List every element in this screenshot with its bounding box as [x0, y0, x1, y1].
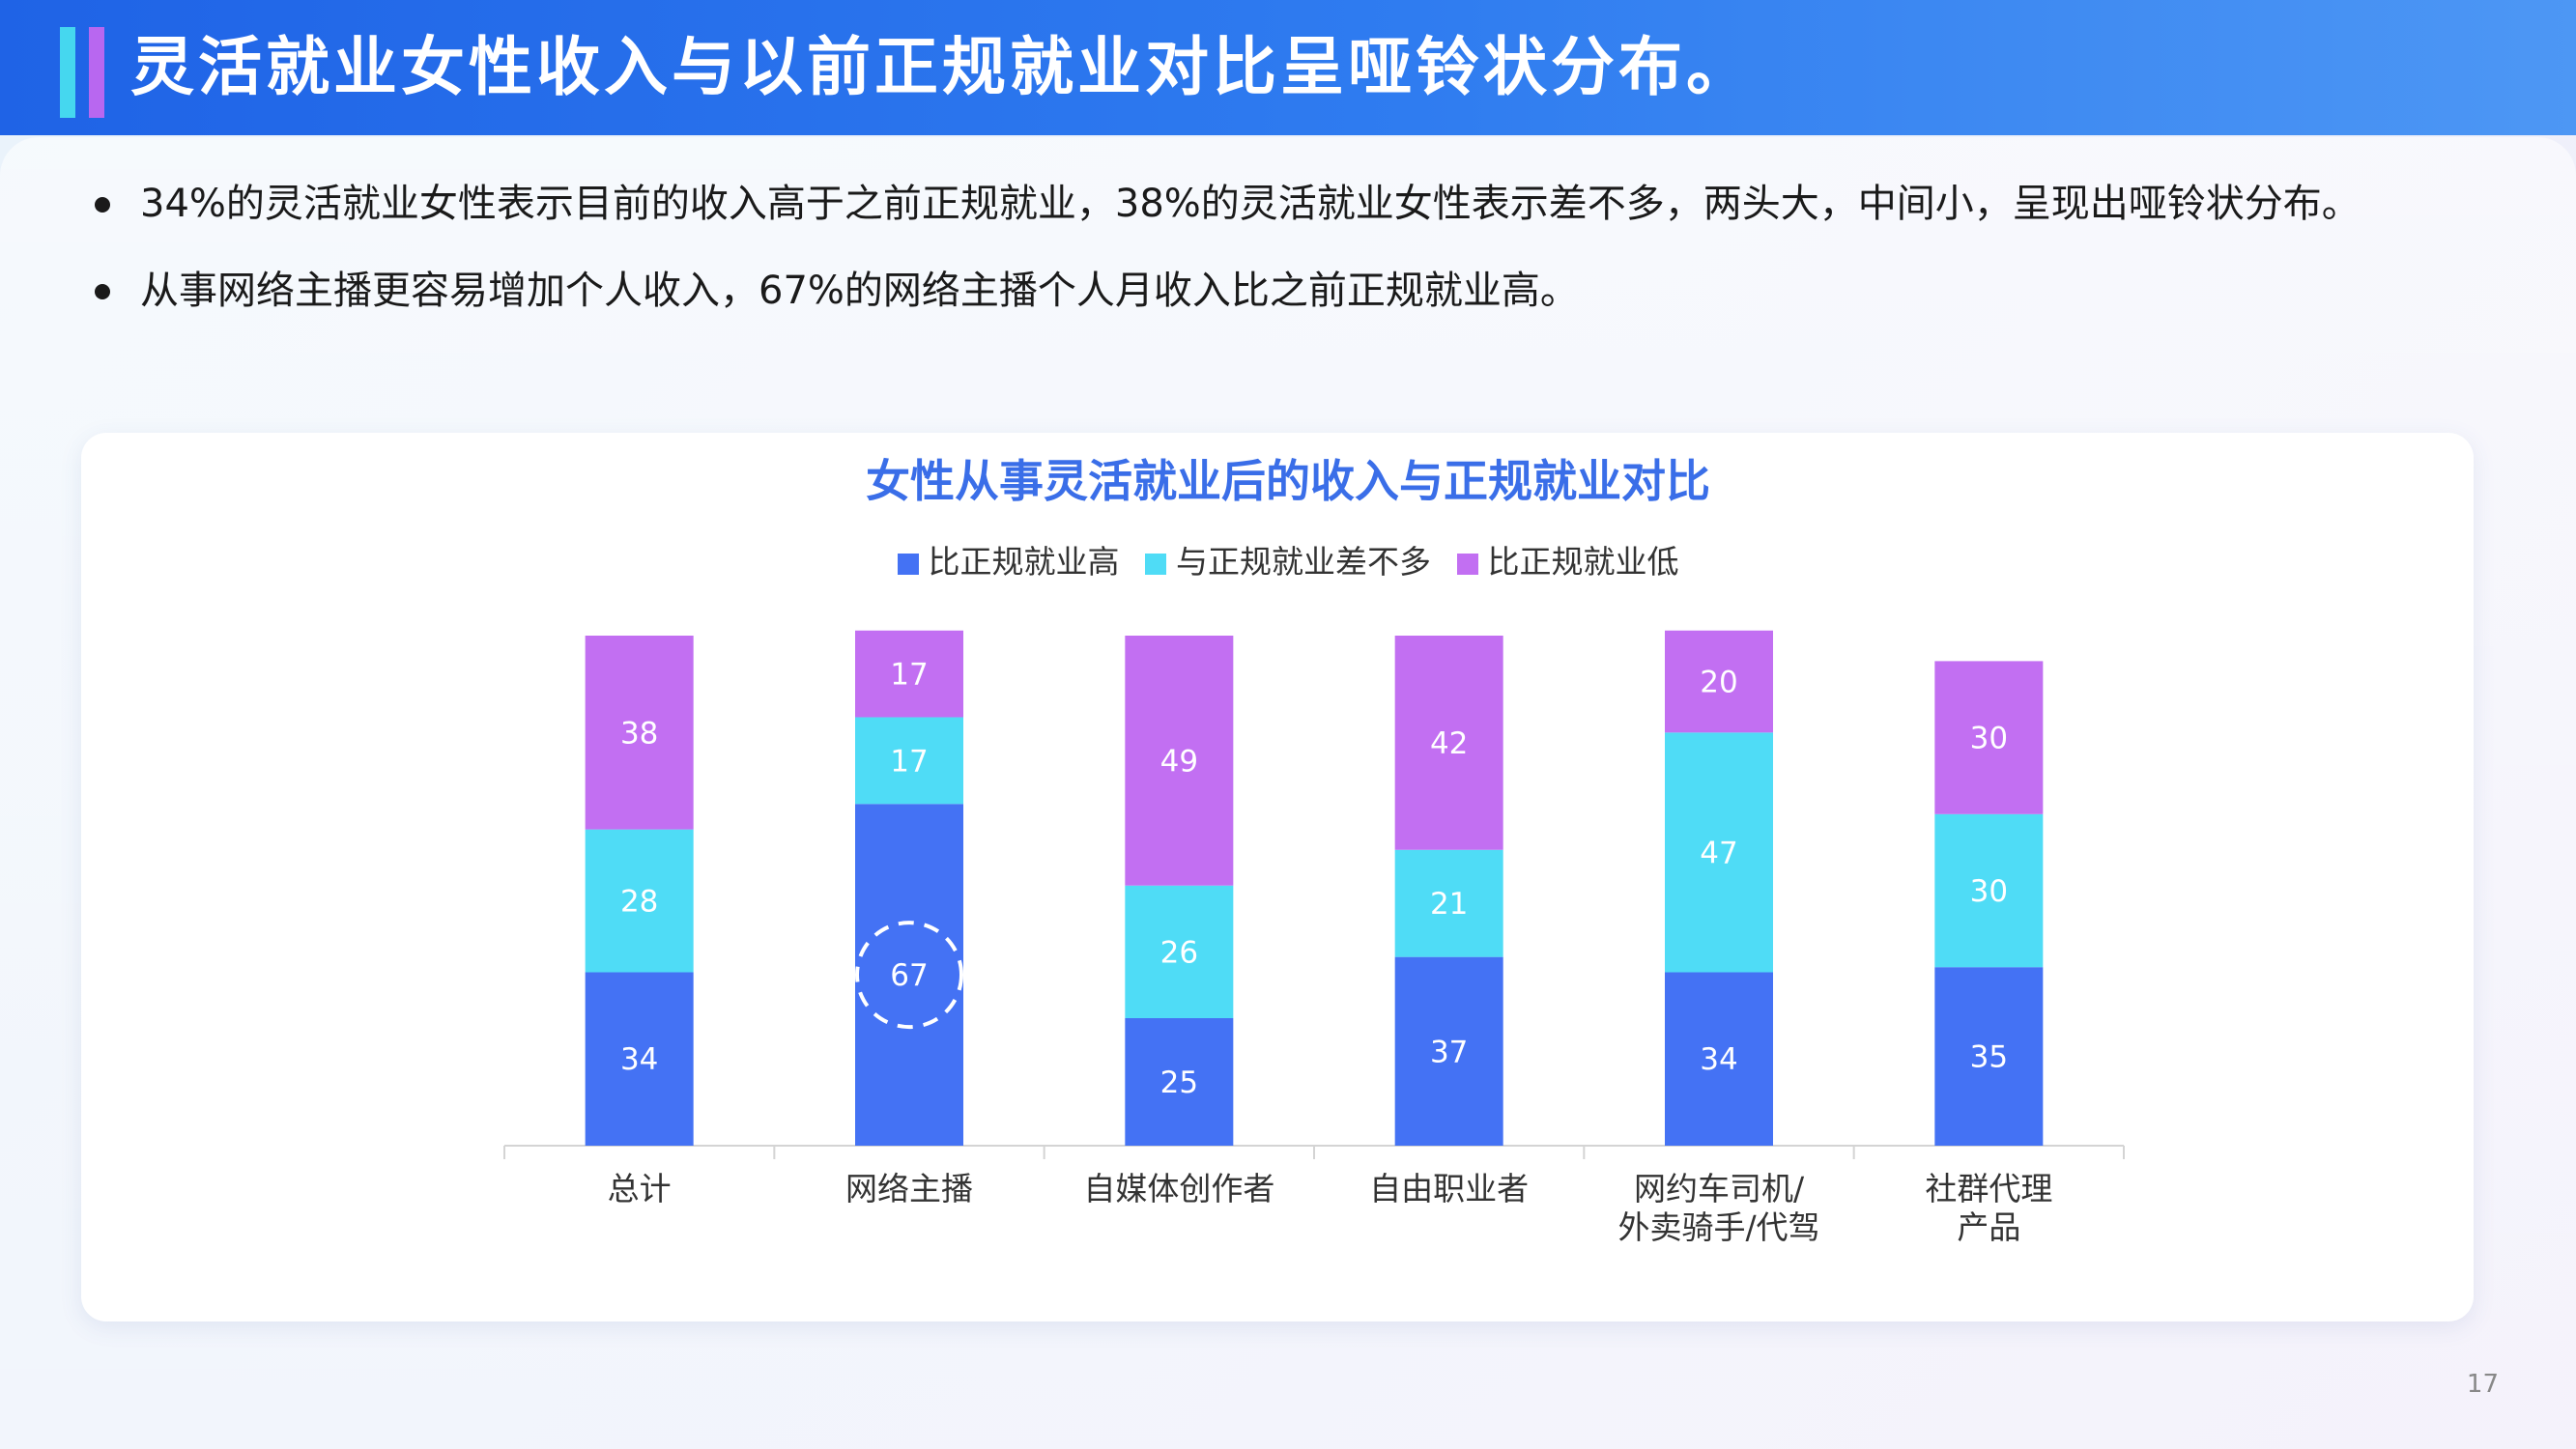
category-label: 外卖骑手/代驾 [1617, 1208, 1819, 1246]
bar-segment [1665, 630, 1773, 733]
bar-segment [855, 717, 963, 805]
data-label: 30 [1970, 722, 2008, 756]
data-label: 34 [1700, 1042, 1737, 1077]
category-label: 网络主播 [845, 1170, 973, 1208]
data-label: 34 [620, 1042, 658, 1077]
bar-segment [1934, 661, 2044, 814]
bar-segment [1934, 967, 2044, 1146]
bar-segment [1394, 636, 1503, 850]
data-label: 49 [1160, 744, 1198, 779]
bar-segment [1934, 813, 2044, 968]
bar-segment [855, 804, 963, 1146]
bullet-dot-icon [95, 197, 110, 213]
bar-segment [855, 630, 963, 718]
bullet-text: 34%的灵活就业女性表示目前的收入高于之前正规就业，38%的灵活就业女性表示差不… [140, 182, 2361, 226]
data-label: 37 [1430, 1035, 1468, 1069]
bar-segment [585, 972, 694, 1146]
category-label: 网约车司机/ [1634, 1170, 1805, 1208]
page-title: 灵活就业女性收入与以前正规就业对比呈哑铃状分布。 [130, 30, 1754, 104]
category-label: 自媒体创作者 [1083, 1170, 1274, 1208]
legend-swatch-icon [1456, 554, 1478, 575]
data-label: 17 [890, 658, 928, 693]
chart-card [81, 433, 2474, 1321]
category-label: 自由职业者 [1369, 1170, 1529, 1208]
bar-segment [1665, 732, 1773, 973]
category-label: 总计 [608, 1170, 672, 1208]
data-label: 47 [1700, 836, 1737, 870]
data-label: 67 [890, 958, 928, 993]
data-label: 35 [1970, 1040, 2008, 1075]
accent-bar-cyan [60, 27, 75, 118]
bar-segment [1125, 636, 1234, 886]
data-label: 38 [620, 716, 658, 751]
chart-legend: 比正规就业高 与正规就业差不多 比正规就业低 [0, 541, 2576, 583]
data-label: 21 [1430, 887, 1468, 922]
bar-segment [1125, 885, 1234, 1018]
legend-item-lower: 比正规就业低 [1456, 541, 1679, 583]
category-label: 社群代理 [1925, 1170, 2052, 1208]
legend-label: 与正规就业差不多 [1176, 543, 1431, 581]
legend-item-same: 与正规就业差不多 [1145, 541, 1431, 583]
bar-segment [1394, 956, 1503, 1146]
bar-segment [1665, 972, 1773, 1146]
header-bar: 灵活就业女性收入与以前正规就业对比呈哑铃状分布。 [0, 0, 2576, 135]
legend-swatch-icon [897, 554, 919, 575]
bullet-item: 从事网络主播更容易增加个人收入，67%的网络主播个人月收入比之前正规就业高。 [87, 261, 2483, 321]
data-label: 30 [1970, 874, 2008, 909]
category-label: 产品 [1957, 1208, 2020, 1246]
legend-item-higher: 比正规就业高 [897, 541, 1120, 583]
accent-bar-purple [89, 27, 104, 118]
data-label: 25 [1160, 1065, 1198, 1100]
legend-swatch-icon [1145, 554, 1166, 575]
data-label: 42 [1430, 726, 1468, 761]
bar-segment [585, 829, 694, 973]
bullet-item: 34%的灵活就业女性表示目前的收入高于之前正规就业，38%的灵活就业女性表示差不… [87, 174, 2483, 234]
legend-label: 比正规就业低 [1487, 543, 1679, 581]
bar-segment [1394, 849, 1503, 957]
bullet-list: 34%的灵活就业女性表示目前的收入高于之前正规就业，38%的灵活就业女性表示差不… [87, 174, 2483, 348]
bullet-text: 从事网络主播更容易增加个人收入，67%的网络主播个人月收入比之前正规就业高。 [140, 269, 1579, 313]
legend-label: 比正规就业高 [928, 543, 1120, 581]
data-label: 28 [620, 885, 658, 920]
bullet-dot-icon [95, 284, 110, 299]
page-number: 17 [2466, 1370, 2499, 1399]
data-label: 17 [890, 744, 928, 779]
chart-title: 女性从事灵活就业后的收入与正规就业对比 [866, 455, 1710, 507]
highlight-circle [855, 921, 963, 1030]
data-label: 26 [1160, 935, 1198, 970]
bar-segment [1125, 1018, 1234, 1146]
data-label: 20 [1700, 666, 1737, 700]
bar-segment [585, 636, 694, 830]
